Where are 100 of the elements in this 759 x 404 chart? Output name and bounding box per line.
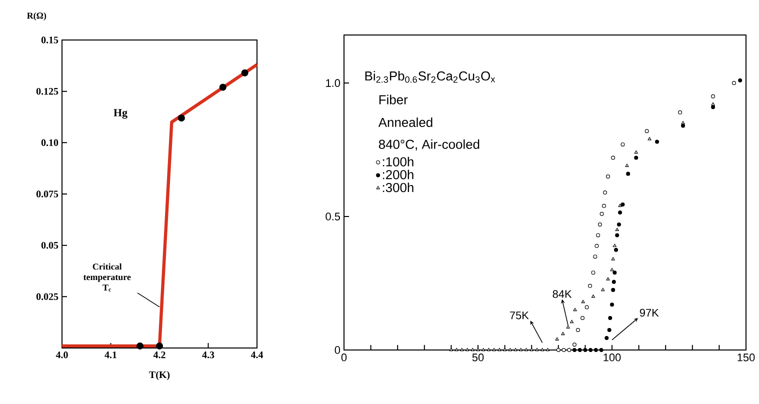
legend-label: :200h [382,170,414,180]
point [607,328,612,332]
point [454,348,458,352]
x-tick-label: 4.0 [56,352,68,358]
point [616,222,621,227]
y-tick-label: 0.125 [36,88,58,95]
point [555,337,559,340]
point [556,348,560,352]
x-tick-label: 4.2 [153,352,166,358]
point [466,348,470,352]
point [476,348,480,352]
y-tick-label: 0.025 [36,293,58,300]
point [514,348,518,352]
point [615,228,619,232]
point [503,348,507,352]
point [178,114,185,122]
point [567,348,572,352]
point [615,233,620,238]
y-tick-label: 0.15 [41,36,58,44]
x-tick-label: 4.4 [250,352,264,358]
point [524,348,528,352]
point [519,348,523,352]
point [738,78,742,82]
point [580,316,585,320]
point [492,348,496,352]
annotation: 840°C, Air-cooled [378,139,480,150]
x-tick-label: 50 [472,354,484,362]
y-tick-label: 0.075 [36,190,58,198]
point [596,233,600,238]
x-tick-label: 100 [604,354,621,362]
point [591,270,596,275]
point [612,280,616,284]
point [578,348,582,352]
point [486,348,490,352]
point [611,257,615,260]
point [634,150,638,154]
point [610,268,614,272]
point [588,348,593,352]
x-axis-title: T(K) [149,371,170,380]
annotation: Critical temperature T$_{c}$ [83,263,131,292]
point [600,212,604,216]
point [711,105,716,110]
point [508,348,512,352]
point [612,244,616,248]
point [449,348,453,352]
y-tick-label: 1.0 [326,79,340,87]
point [591,294,596,298]
point [625,164,629,167]
point [581,300,585,304]
point [593,254,598,259]
point [618,210,622,215]
point [561,332,565,336]
point [612,270,617,275]
point [732,81,736,86]
point [594,348,598,352]
text: Bi$_{2.3}$Pb$_{0.6}$Sr$_{2}$Ca$_{2}$Cu$_{3}$O$_{x}$ [365,71,496,83]
point [681,124,686,128]
point [219,84,226,91]
x-tick-label: 150 [738,354,755,362]
y-tick-label: 0.05 [41,242,58,249]
point [610,302,614,307]
point [711,94,716,98]
x-tick-label: 4.1 [104,352,116,358]
point [606,277,610,280]
point [241,69,248,76]
point [576,328,580,332]
point [618,204,622,207]
point [655,140,660,144]
x-tick-label: 4.3 [202,352,214,358]
point [611,288,616,292]
point [572,342,576,347]
point [470,348,474,352]
point [626,172,630,176]
point [498,348,502,352]
x-tick-label: 0 [341,354,347,362]
y-axis-title: R(Ω) [27,12,46,20]
point [602,204,606,208]
y-tick-label: 0.5 [326,212,340,220]
point [594,244,599,248]
annotation: 97K [640,308,659,317]
point [482,348,486,352]
point [546,348,550,352]
point [583,348,588,352]
point [601,288,605,292]
legend-label: :300h [382,182,414,192]
point [608,316,612,320]
point [599,348,604,352]
point [530,348,534,352]
point [634,156,638,160]
point [611,156,616,160]
point [606,174,610,178]
point [156,342,163,350]
point [573,308,577,312]
point [562,348,566,352]
point [535,348,539,352]
point [614,248,618,252]
point [620,202,625,207]
y-tick-label: 0.10 [41,139,58,146]
point [603,190,608,194]
point [648,137,652,140]
